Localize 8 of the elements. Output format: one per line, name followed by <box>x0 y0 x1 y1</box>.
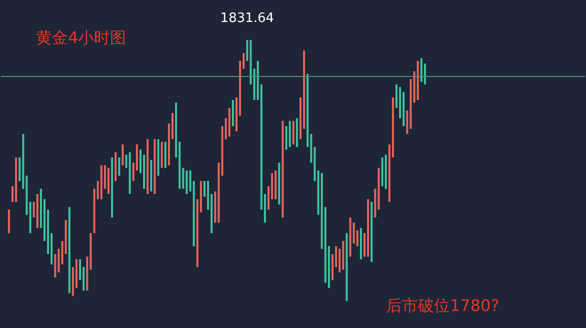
candlestick <box>8 209 10 234</box>
candlestick <box>292 120 294 145</box>
candlestick <box>420 58 422 82</box>
annotation: 后市破位1780? <box>386 296 500 315</box>
candlestick <box>122 144 124 166</box>
candlestick <box>186 170 188 194</box>
annotation: 黄金4小时图 <box>36 28 126 47</box>
annotation: 1831.64 <box>220 11 274 26</box>
